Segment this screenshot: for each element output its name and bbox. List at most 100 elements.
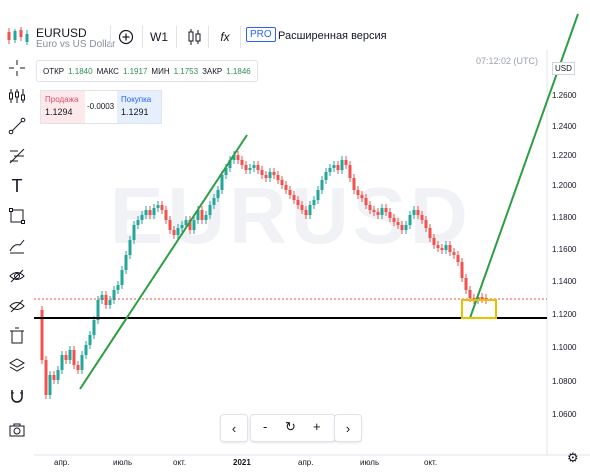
pro-badge[interactable]: PRO	[246, 27, 276, 42]
candle-body	[444, 245, 448, 250]
candle-body	[364, 198, 368, 205]
candle-body	[268, 172, 272, 178]
candle-body	[404, 225, 408, 230]
candle-body	[240, 160, 244, 165]
candle-body	[368, 205, 372, 210]
buy-button[interactable]: Покупка 1.1291	[117, 91, 161, 123]
candle-body	[168, 220, 172, 230]
y-tick-label: 1.1600	[552, 245, 577, 254]
candle-body	[284, 185, 288, 190]
y-tick-label: 1.1000	[552, 343, 577, 352]
candle-body	[80, 355, 84, 370]
candle-body	[468, 290, 472, 298]
hide-drawings-tool[interactable]	[5, 264, 29, 288]
symbol-watermark: EURUSD	[110, 171, 472, 260]
magnet-tool[interactable]	[5, 384, 29, 408]
sell-price: 1.1294	[45, 107, 73, 117]
indicators-icon	[9, 89, 25, 103]
ohlc-legend: ОТКР 1.1840 МАКС 1.1917 МИН 1.1753 ЗАКР 1.18…	[36, 60, 258, 82]
indicators-button[interactable]: fx	[214, 26, 236, 48]
x-tick-label: окт.	[173, 458, 187, 467]
hide-all-tool[interactable]	[5, 294, 29, 318]
delete-all-tool[interactable]	[5, 324, 29, 348]
brush-tool[interactable]	[5, 234, 29, 258]
candle-body	[428, 228, 432, 238]
sell-button[interactable]: Продажа 1.1294	[41, 91, 85, 123]
candle-body	[164, 210, 168, 220]
crosshair-tool[interactable]	[5, 56, 29, 80]
candles-icon	[188, 29, 201, 45]
candle-body	[308, 205, 312, 215]
scroll-left-button[interactable]: ‹	[220, 414, 248, 442]
symbol-name[interactable]: EURUSD	[36, 26, 87, 40]
settings-gear-icon[interactable]: ⚙	[567, 450, 579, 465]
add-symbol-button[interactable]	[116, 26, 136, 48]
candle-body	[336, 165, 340, 170]
candle-body	[136, 220, 140, 225]
candle-body	[436, 245, 440, 248]
candle-body	[96, 300, 100, 320]
candle-body	[160, 205, 164, 210]
candle-body	[180, 225, 184, 228]
candle-body	[400, 225, 404, 230]
candle-body	[292, 195, 296, 200]
fib-tool[interactable]	[5, 144, 29, 168]
pro-version-link[interactable]: Расширенная версия	[278, 30, 387, 42]
candle-body	[396, 222, 400, 225]
x-tick-label: апр.	[54, 458, 70, 467]
candle-body	[332, 165, 336, 168]
candle-body	[264, 175, 268, 178]
scroll-right-button[interactable]: ›	[334, 414, 362, 442]
trendline-tool[interactable]	[5, 114, 29, 138]
reset-icon[interactable]: ↻	[285, 419, 296, 434]
candle-body	[60, 355, 64, 370]
candle-body	[132, 225, 136, 240]
candle-body	[192, 220, 196, 230]
screenshot-tool[interactable]	[5, 418, 29, 442]
candle-body	[196, 210, 200, 220]
candle-body	[352, 178, 356, 190]
candle-body	[236, 155, 240, 160]
x-tick-label: апр.	[298, 458, 314, 467]
candle-body	[204, 215, 208, 220]
candle-body	[108, 300, 112, 305]
candle-body	[248, 168, 252, 170]
magnet-icon	[11, 390, 23, 403]
indicators-tool[interactable]	[5, 84, 29, 108]
candle-body	[224, 168, 228, 175]
candle-body	[100, 295, 104, 300]
delete-all-icon	[10, 327, 24, 344]
zoom-controls: - ↻ +	[250, 414, 336, 442]
candle-body	[56, 370, 60, 380]
candle-body	[280, 180, 284, 185]
candle-body	[424, 220, 428, 228]
candle-body	[212, 198, 216, 205]
plus-circle-icon	[118, 29, 134, 45]
rectangle-tool[interactable]	[5, 204, 29, 228]
divider	[208, 26, 209, 48]
candle-body	[380, 208, 384, 215]
chart-type-button[interactable]	[184, 26, 204, 48]
y-tick-label: 1.1800	[552, 213, 577, 222]
text-tool[interactable]: T	[5, 174, 29, 198]
candle-body	[84, 345, 88, 355]
candle-body	[76, 365, 80, 370]
candle-body	[92, 320, 96, 335]
camera-icon	[9, 423, 25, 437]
candle-body	[416, 210, 420, 215]
layers-tool[interactable]	[5, 354, 29, 378]
currency-label[interactable]: USD	[552, 62, 575, 75]
candle-body	[188, 220, 192, 230]
candle-body	[304, 210, 308, 215]
candle-body	[48, 375, 52, 395]
zoom-out-button[interactable]: -	[263, 419, 268, 434]
candle-body	[392, 218, 396, 222]
interval-button[interactable]: W1	[150, 30, 168, 44]
y-tick-label: 1.1400	[552, 277, 577, 286]
candle-body	[272, 172, 276, 175]
trade-panel: Продажа 1.1294 -0.0003 Покупка 1.1291	[40, 90, 162, 124]
close-value: 1.1846	[226, 66, 251, 76]
zoom-in-button[interactable]: +	[313, 419, 321, 434]
